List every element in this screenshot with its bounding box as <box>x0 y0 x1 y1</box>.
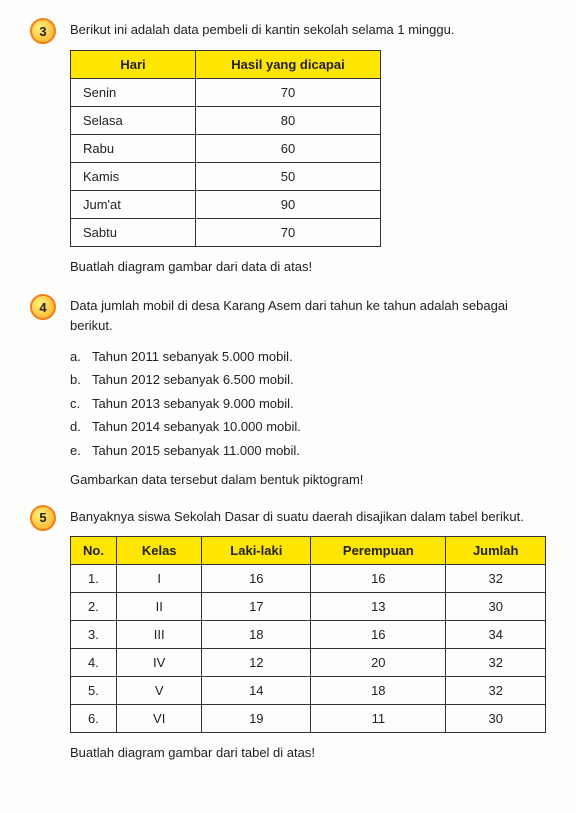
cell: 2. <box>71 593 117 621</box>
question-body-5: Banyaknya siswa Sekolah Dasar di suatu d… <box>70 507 546 763</box>
cell-value: 80 <box>196 106 381 134</box>
cell-value: 90 <box>196 190 381 218</box>
question-instruction-5: Buatlah diagram gambar dari tabel di ata… <box>70 743 546 763</box>
cell: 32 <box>446 677 546 705</box>
cell: 34 <box>446 621 546 649</box>
question-instruction-4: Gambarkan data tersebut dalam bentuk pik… <box>70 472 546 487</box>
table-header: Laki-laki <box>202 537 311 565</box>
list-letter: c. <box>70 392 92 415</box>
list-item: b.Tahun 2012 sebanyak 6.500 mobil. <box>70 368 546 391</box>
question-4: 4 Data jumlah mobil di desa Karang Asem … <box>30 296 546 487</box>
cell: 6. <box>71 705 117 733</box>
cell-value: 70 <box>196 218 381 246</box>
table-q3: Hari Hasil yang dicapai Senin70Selasa80R… <box>70 50 381 247</box>
cell: 18 <box>202 621 311 649</box>
table-row: 4.IV122032 <box>71 649 546 677</box>
cell: 30 <box>446 705 546 733</box>
list-q4: a.Tahun 2011 sebanyak 5.000 mobil.b.Tahu… <box>70 345 546 462</box>
cell: 5. <box>71 677 117 705</box>
cell: 11 <box>311 705 446 733</box>
table-row: 1.I161632 <box>71 565 546 593</box>
cell: 32 <box>446 565 546 593</box>
table-row: Sabtu70 <box>71 218 381 246</box>
list-letter: a. <box>70 345 92 368</box>
question-number-5: 5 <box>30 505 56 531</box>
list-item: c.Tahun 2013 sebanyak 9.000 mobil. <box>70 392 546 415</box>
table-row: 6.VI191130 <box>71 705 546 733</box>
cell: 16 <box>311 565 446 593</box>
cell: 30 <box>446 593 546 621</box>
list-item: a.Tahun 2011 sebanyak 5.000 mobil. <box>70 345 546 368</box>
table-header: Jumlah <box>446 537 546 565</box>
list-letter: d. <box>70 415 92 438</box>
table-q5: No. Kelas Laki-laki Perempuan Jumlah 1.I… <box>70 536 546 733</box>
question-body-4: Data jumlah mobil di desa Karang Asem da… <box>70 296 546 487</box>
question-3: 3 Berikut ini adalah data pembeli di kan… <box>30 20 546 276</box>
cell: V <box>116 677 202 705</box>
list-letter: b. <box>70 368 92 391</box>
cell-value: 50 <box>196 162 381 190</box>
table-header: Perempuan <box>311 537 446 565</box>
cell: 18 <box>311 677 446 705</box>
list-text: Tahun 2013 sebanyak 9.000 mobil. <box>92 392 294 415</box>
cell-value: 70 <box>196 78 381 106</box>
table-header: Kelas <box>116 537 202 565</box>
cell: 19 <box>202 705 311 733</box>
table-row: Jum'at90 <box>71 190 381 218</box>
cell: 16 <box>311 621 446 649</box>
cell: 1. <box>71 565 117 593</box>
question-5: 5 Banyaknya siswa Sekolah Dasar di suatu… <box>30 507 546 763</box>
cell-day: Sabtu <box>71 218 196 246</box>
list-letter: e. <box>70 439 92 462</box>
cell: II <box>116 593 202 621</box>
table-row: 2.II171330 <box>71 593 546 621</box>
table-row: 5.V141832 <box>71 677 546 705</box>
cell: 13 <box>311 593 446 621</box>
cell-value: 60 <box>196 134 381 162</box>
cell-day: Kamis <box>71 162 196 190</box>
table-header: Hari <box>71 50 196 78</box>
cell: III <box>116 621 202 649</box>
cell: 17 <box>202 593 311 621</box>
cell: 16 <box>202 565 311 593</box>
cell-day: Selasa <box>71 106 196 134</box>
cell: IV <box>116 649 202 677</box>
list-text: Tahun 2011 sebanyak 5.000 mobil. <box>92 345 293 368</box>
cell: 4. <box>71 649 117 677</box>
table-row: Selasa80 <box>71 106 381 134</box>
question-number-3: 3 <box>30 18 56 44</box>
list-item: e.Tahun 2015 sebanyak 11.000 mobil. <box>70 439 546 462</box>
table-row: Rabu60 <box>71 134 381 162</box>
question-intro-5: Banyaknya siswa Sekolah Dasar di suatu d… <box>70 507 546 527</box>
table-row: 3.III181634 <box>71 621 546 649</box>
question-intro-4: Data jumlah mobil di desa Karang Asem da… <box>70 296 546 335</box>
list-item: d.Tahun 2014 sebanyak 10.000 mobil. <box>70 415 546 438</box>
cell-day: Jum'at <box>71 190 196 218</box>
list-text: Tahun 2012 sebanyak 6.500 mobil. <box>92 368 294 391</box>
table-header: No. <box>71 537 117 565</box>
list-text: Tahun 2014 sebanyak 10.000 mobil. <box>92 415 301 438</box>
cell: 14 <box>202 677 311 705</box>
question-intro-3: Berikut ini adalah data pembeli di kanti… <box>70 20 546 40</box>
table-row: Kamis50 <box>71 162 381 190</box>
question-number-4: 4 <box>30 294 56 320</box>
question-instruction-3: Buatlah diagram gambar dari data di atas… <box>70 257 546 277</box>
cell: VI <box>116 705 202 733</box>
cell: 20 <box>311 649 446 677</box>
table-header: Hasil yang dicapai <box>196 50 381 78</box>
cell: 3. <box>71 621 117 649</box>
question-body-3: Berikut ini adalah data pembeli di kanti… <box>70 20 546 276</box>
cell-day: Senin <box>71 78 196 106</box>
cell: I <box>116 565 202 593</box>
table-row: Senin70 <box>71 78 381 106</box>
cell-day: Rabu <box>71 134 196 162</box>
list-text: Tahun 2015 sebanyak 11.000 mobil. <box>92 439 300 462</box>
cell: 32 <box>446 649 546 677</box>
cell: 12 <box>202 649 311 677</box>
